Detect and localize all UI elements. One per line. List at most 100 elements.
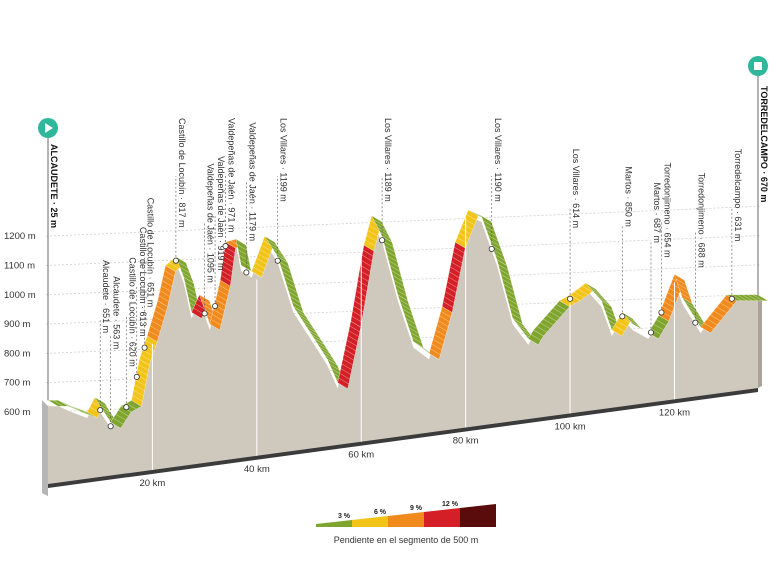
slope-hatch bbox=[186, 292, 198, 299]
slope-hatch bbox=[351, 315, 362, 323]
slope-hatch bbox=[706, 318, 718, 326]
slope-hatch bbox=[135, 379, 146, 387]
waypoint-dot bbox=[567, 295, 574, 302]
waypoint-label: Martos · 687 m bbox=[652, 182, 662, 243]
slope-hatch bbox=[179, 266, 190, 274]
slope-hatch bbox=[552, 307, 564, 315]
waypoint-label: Valdepeñas de Jaén · 971 m bbox=[227, 118, 237, 232]
slope-hatch bbox=[515, 322, 526, 329]
slope-hatch bbox=[368, 225, 380, 232]
slope-hatch bbox=[606, 315, 617, 322]
slope-hatch bbox=[349, 325, 360, 333]
slope-hatch bbox=[432, 339, 444, 346]
waypoint-label: Los Villares · 1190 m bbox=[493, 118, 503, 202]
slope-hatch bbox=[280, 266, 291, 273]
waypoint-dot bbox=[647, 329, 654, 336]
slope-hatch bbox=[366, 234, 377, 242]
km-tick-label: 20 km bbox=[139, 478, 165, 489]
waypoint-label: Castillo de Locubín · 817 m bbox=[177, 118, 187, 228]
legend-label: 3 % bbox=[338, 513, 351, 520]
waypoint-label: Martos · 850 m bbox=[623, 166, 633, 227]
waypoint-label: Alcaudete · 651 m bbox=[101, 260, 111, 333]
slope-hatch bbox=[410, 332, 421, 339]
slope-hatch bbox=[408, 327, 419, 334]
waypoint-dot bbox=[619, 313, 626, 320]
road-strip bbox=[48, 388, 758, 488]
slope-hatch bbox=[148, 330, 159, 338]
slope-hatch bbox=[220, 275, 232, 282]
slope-hatch bbox=[154, 310, 165, 317]
slope-hatch bbox=[446, 286, 457, 293]
slope-hatch bbox=[342, 358, 353, 366]
slope-hatch bbox=[151, 320, 162, 328]
legend-swatch bbox=[388, 512, 424, 527]
slope-hatch bbox=[536, 326, 547, 333]
slope-hatch bbox=[388, 260, 399, 267]
waypoint-dot bbox=[274, 257, 281, 264]
start-label: ALCAUDETE · 25 m bbox=[49, 144, 59, 228]
waypoint-label: Alcaudete · 563 m bbox=[112, 276, 122, 349]
slope-hatch bbox=[452, 256, 463, 264]
slope-hatch bbox=[662, 305, 673, 313]
slope-hatch bbox=[395, 284, 406, 292]
slope-hatch bbox=[102, 409, 113, 417]
slope-hatch bbox=[161, 280, 173, 287]
slope-hatch bbox=[588, 286, 600, 293]
slope-hatch bbox=[581, 285, 592, 293]
slope-hatch bbox=[76, 407, 87, 415]
slope-hatch bbox=[153, 315, 164, 322]
slope-hatch bbox=[319, 346, 330, 354]
slope-hatch bbox=[256, 257, 267, 265]
slope-hatch bbox=[353, 305, 364, 313]
altitude-tick-label: 800 m bbox=[4, 348, 30, 359]
slope-hatch bbox=[454, 246, 465, 254]
slope-hatch bbox=[202, 304, 214, 311]
slope-hatch bbox=[364, 239, 376, 247]
waypoint-label: Torredonjimeno · 654 m bbox=[662, 162, 672, 257]
profile-end-face-right bbox=[758, 298, 762, 388]
slope-hatch bbox=[458, 232, 470, 240]
slope-hatch bbox=[573, 291, 585, 299]
slope-hatch bbox=[742, 294, 753, 302]
waypoint-dot bbox=[243, 269, 250, 276]
slope-hatch bbox=[399, 299, 410, 306]
slope-hatch bbox=[291, 301, 302, 308]
slope-hatch bbox=[259, 249, 270, 256]
slope-hatch bbox=[692, 314, 703, 321]
slope-hatch bbox=[677, 283, 688, 290]
slope-hatch bbox=[145, 340, 156, 347]
slope-hatch bbox=[392, 275, 403, 282]
altitude-tick-label: 600 m bbox=[4, 407, 30, 418]
waypoint-label: Valdepeñas de Jaén · 1095 m bbox=[206, 163, 216, 282]
legend-swatch bbox=[424, 508, 460, 527]
waypoint-dot bbox=[728, 295, 735, 302]
slope-hatch bbox=[444, 296, 455, 303]
slope-hatch bbox=[453, 251, 464, 259]
slope-hatch bbox=[504, 288, 515, 296]
km-tick-label: 80 km bbox=[453, 436, 479, 447]
waypoint-dot bbox=[212, 303, 219, 310]
slope-hatch bbox=[752, 294, 763, 302]
legend-swatch bbox=[316, 520, 352, 527]
altitude-tick-label: 700 m bbox=[4, 378, 30, 389]
slope-hatch bbox=[223, 256, 234, 263]
slope-bands bbox=[47, 209, 769, 429]
slope-hatch bbox=[556, 304, 567, 311]
slope-hatch bbox=[113, 417, 124, 425]
slope-hatch bbox=[498, 264, 509, 271]
slope-hatch bbox=[354, 295, 366, 303]
slope-hatch bbox=[253, 266, 264, 274]
slope-hatch bbox=[440, 310, 452, 318]
slope-hatch bbox=[215, 299, 226, 306]
legend-caption: Pendiente en el segmento de 500 m bbox=[334, 535, 479, 545]
slope-hatch bbox=[177, 261, 189, 269]
slope-hatch bbox=[505, 293, 517, 301]
slope-hatch bbox=[472, 211, 483, 219]
slope-hatch bbox=[224, 251, 235, 258]
slope-hatch bbox=[675, 278, 687, 286]
waypoint-dot bbox=[172, 257, 179, 264]
slope-hatch bbox=[464, 218, 475, 226]
slope-hatch bbox=[384, 245, 395, 253]
slope-hatch bbox=[142, 349, 153, 357]
